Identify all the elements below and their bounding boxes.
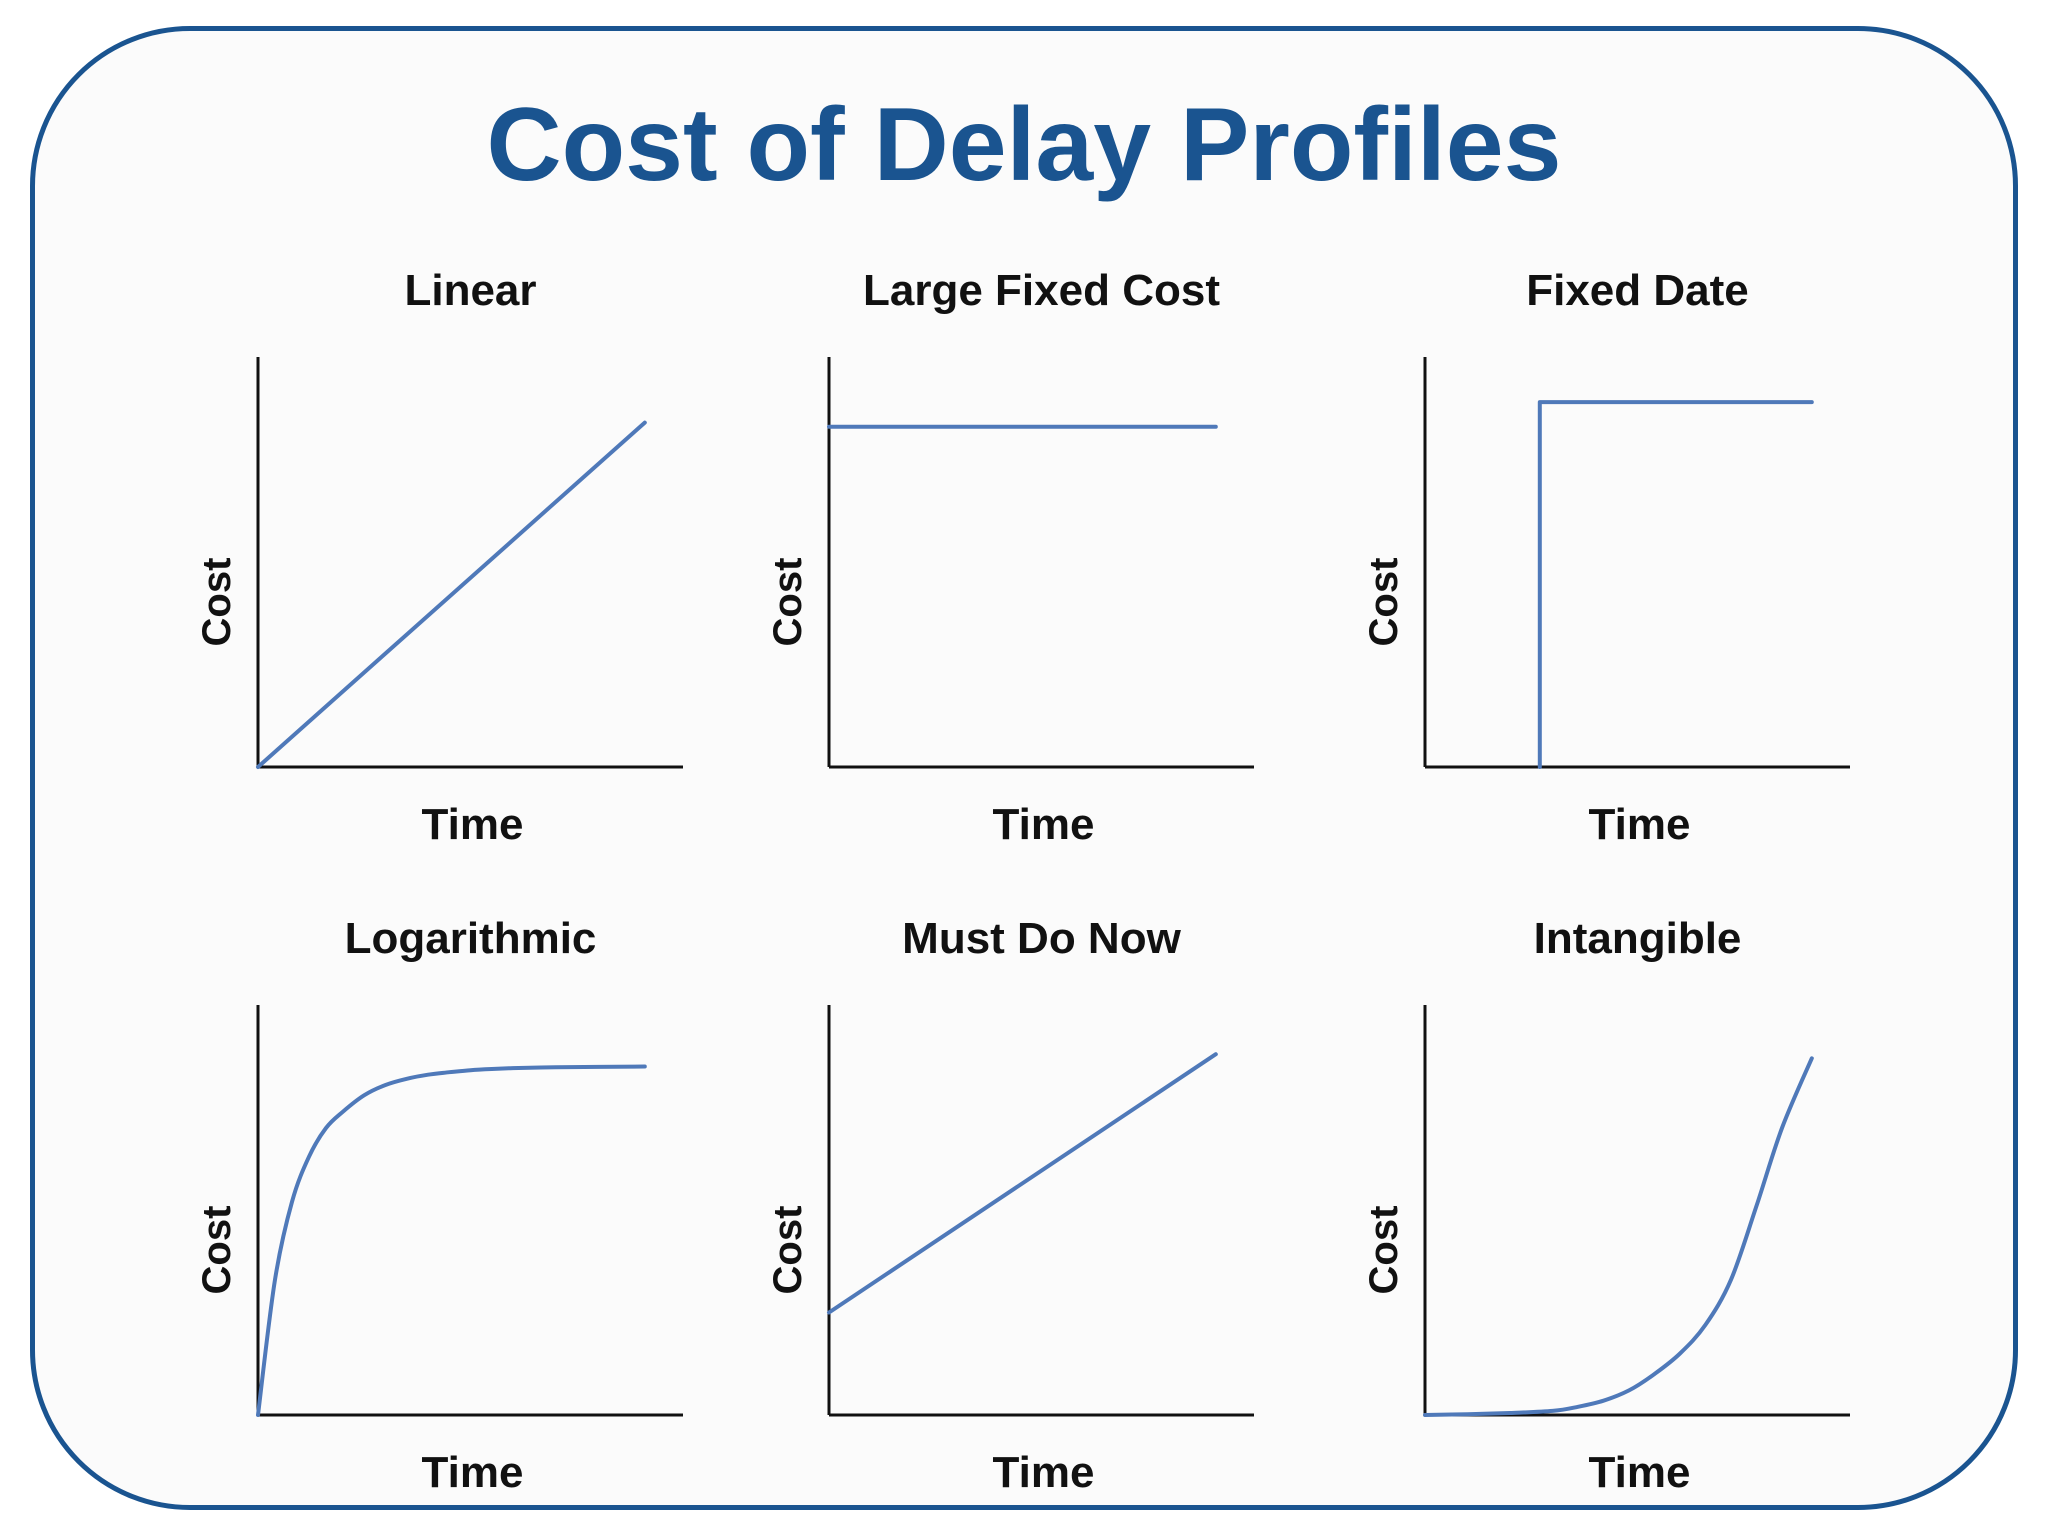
chart-3: Fixed Date Time Cost [1362, 266, 1850, 849]
x-axis-label: Time [993, 800, 1095, 849]
x-axis-label: Time [422, 800, 524, 849]
chart-1: Linear Time Cost [195, 266, 683, 849]
chart-5: Must Do Now Time Cost [766, 914, 1254, 1497]
series-line [1537, 400, 1814, 769]
page-title: Cost of Delay Profiles [486, 87, 1562, 203]
y-axis-label: Cost [1362, 558, 1406, 647]
y-axis-label: Cost [766, 558, 810, 647]
chart-title: Linear [404, 266, 536, 315]
chart-title: Fixed Date [1526, 266, 1749, 315]
series-line [1423, 1056, 1814, 1417]
x-axis-label: Time [1589, 1448, 1691, 1497]
y-axis-label: Cost [195, 558, 239, 647]
chart-title: Logarithmic [345, 914, 597, 963]
y-axis-label: Cost [1362, 1206, 1406, 1295]
series-line [256, 420, 647, 769]
x-axis-label: Time [1589, 800, 1691, 849]
chart-6: Intangible Time Cost [1362, 914, 1850, 1497]
chart-title: Must Do Now [902, 914, 1181, 963]
chart-4: Logarithmic Time Cost [195, 914, 683, 1497]
y-axis-label: Cost [766, 1206, 810, 1295]
chart-title: Large Fixed Cost [863, 266, 1220, 315]
x-axis-label: Time [422, 1448, 524, 1497]
y-axis-label: Cost [195, 1206, 239, 1295]
series-line [827, 1052, 1218, 1315]
x-axis-label: Time [993, 1448, 1095, 1497]
chart-title: Intangible [1534, 914, 1742, 963]
chart-2: Large Fixed Cost Time Cost [766, 266, 1254, 849]
series-line [256, 1064, 647, 1417]
